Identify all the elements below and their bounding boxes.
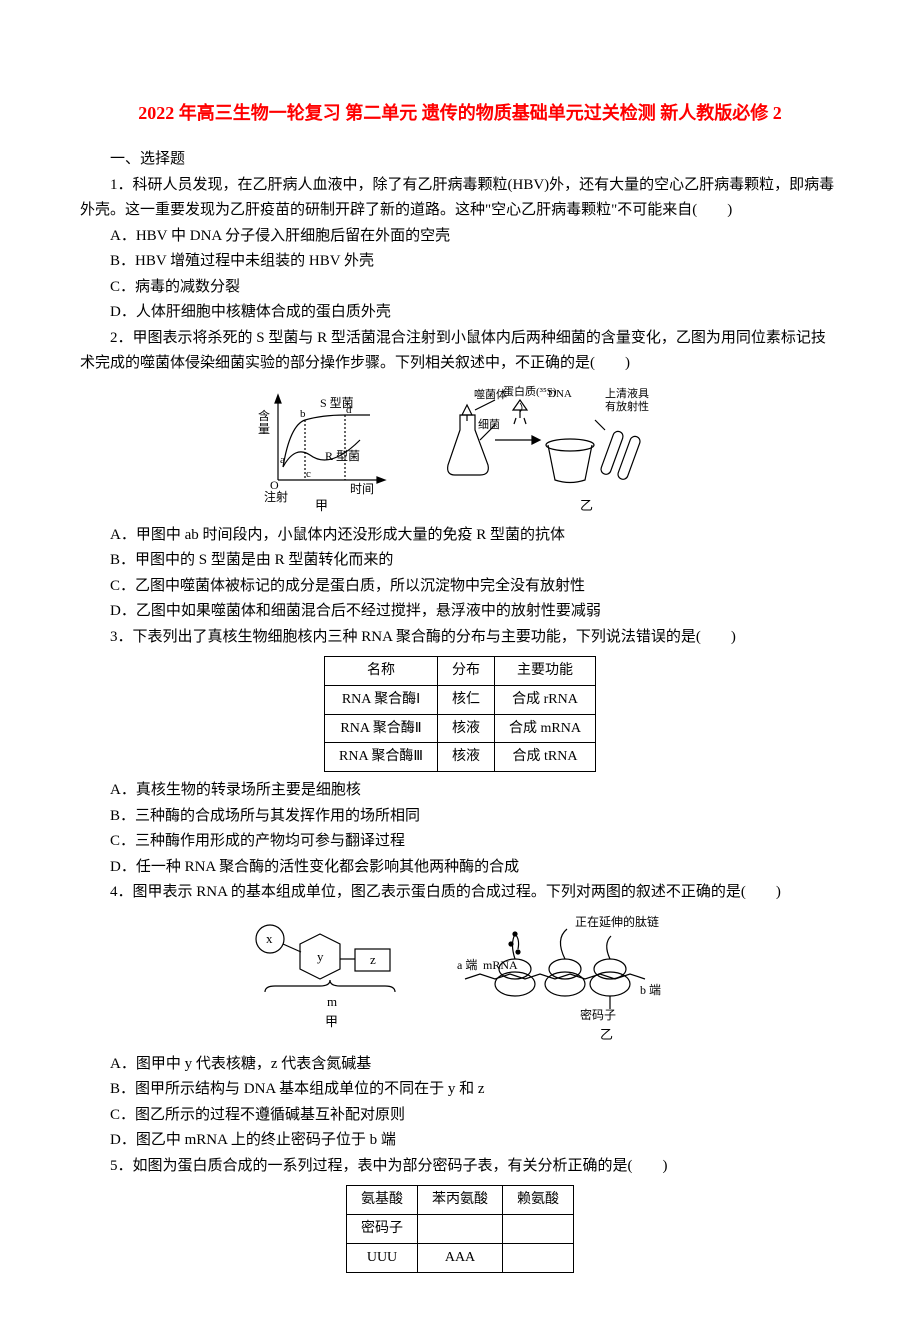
q2-option-a: A．甲图中 ab 时间段内，小鼠体内还没形成大量的免疫 R 型菌的抗体 xyxy=(80,523,840,549)
q3-table: 名称 分布 主要功能 RNA 聚合酶Ⅰ 核仁 合成 rRNA RNA 聚合酶Ⅱ … xyxy=(324,656,596,772)
table-cell: RNA 聚合酶Ⅱ xyxy=(325,714,438,743)
svg-text:乙: 乙 xyxy=(580,498,593,513)
table-cell: 合成 mRNA xyxy=(495,714,596,743)
q4-option-b: B．图甲所示结构与 DNA 基本组成单位的不同在于 y 和 z xyxy=(80,1077,840,1103)
svg-text:d: d xyxy=(346,404,352,416)
svg-text:DNA: DNA xyxy=(548,388,572,400)
svg-text:甲: 甲 xyxy=(325,1014,338,1029)
table-cell xyxy=(503,1214,574,1243)
table-cell: 核液 xyxy=(438,743,495,772)
q4-option-a: A．图甲中 y 代表核糖，z 代表含氮碱基 xyxy=(80,1052,840,1078)
q5-table: 氨基酸 苯丙氨酸 赖氨酸 密码子 UUU AAA xyxy=(346,1185,574,1272)
svg-text:密码子: 密码子 xyxy=(580,1007,616,1022)
table-cell xyxy=(418,1214,503,1243)
svg-text:上清液具有放射性: 上清液具有放射性 xyxy=(605,386,649,413)
svg-text:R 型菌: R 型菌 xyxy=(325,449,360,463)
q4-option-c: C．图乙所示的过程不遵循碱基互补配对原则 xyxy=(80,1103,840,1129)
table-cell: 合成 tRNA xyxy=(495,743,596,772)
section-heading: 一、选择题 xyxy=(80,147,840,173)
svg-text:含量: 含量 xyxy=(258,408,270,436)
q5-stem: 5．如图为蛋白质合成的一系列过程，表中为部分密码子表，有关分析正确的是( ) xyxy=(80,1154,840,1180)
svg-text:正在延伸的肽链: 正在延伸的肽链 xyxy=(575,914,659,929)
table-header: 主要功能 xyxy=(495,657,596,686)
table-cell: 核仁 xyxy=(438,685,495,714)
q4-figure-jia: x y z m 甲 xyxy=(245,914,415,1034)
q4-option-d: D．图乙中 mRNA 上的终止密码子位于 b 端 xyxy=(80,1128,840,1154)
q3-stem: 3．下表列出了真核生物细胞核内三种 RNA 聚合酶的分布与主要功能，下列说法错误… xyxy=(80,625,840,651)
q1-option-c: C．病毒的减数分裂 xyxy=(80,275,840,301)
svg-text:c: c xyxy=(306,468,311,480)
table-cell: RNA 聚合酶Ⅲ xyxy=(325,743,438,772)
table-row: 名称 分布 主要功能 xyxy=(325,657,596,686)
q4-stem: 4．图甲表示 RNA 的基本组成单位，图乙表示蛋白质的合成过程。下列对两图的叙述… xyxy=(80,880,840,906)
table-cell: 密码子 xyxy=(347,1214,418,1243)
q2-figure-yi: 噬菌体 细菌 蛋白质(³⁵S) DNA 上清液具有放射性 乙 xyxy=(440,385,670,515)
svg-text:m: m xyxy=(327,994,337,1009)
q1-option-b: B．HBV 增殖过程中未组装的 HBV 外壳 xyxy=(80,249,840,275)
svg-text:注射: 注射 xyxy=(264,489,288,504)
table-cell: RNA 聚合酶Ⅰ xyxy=(325,685,438,714)
document-title: 2022 年高三生物一轮复习 第二单元 遗传的物质基础单元过关检测 新人教版必修… xyxy=(80,100,840,127)
q1-stem: 1．科研人员发现，在乙肝病人血液中，除了有乙肝病毒颗粒(HBV)外，还有大量的空… xyxy=(80,173,840,224)
table-row: RNA 聚合酶Ⅲ 核液 合成 tRNA xyxy=(325,743,596,772)
svg-text:z: z xyxy=(370,952,376,967)
q2-figure-jia: 含量 S 型菌 R 型菌 a b c d O 注射 时间 甲 xyxy=(250,385,400,515)
svg-text:时间: 时间 xyxy=(350,482,374,496)
q2-option-d: D．乙图中如果噬菌体和细菌混合后不经过搅拌，悬浮液中的放射性要减弱 xyxy=(80,599,840,625)
svg-text:细菌: 细菌 xyxy=(478,418,500,431)
q1-option-d: D．人体肝细胞中核糖体合成的蛋白质外壳 xyxy=(80,300,840,326)
table-cell: 赖氨酸 xyxy=(503,1186,574,1215)
table-cell: AAA xyxy=(418,1243,503,1272)
table-cell xyxy=(503,1243,574,1272)
table-cell: 合成 rRNA xyxy=(495,685,596,714)
q3-option-b: B．三种酶的合成场所与其发挥作用的场所相同 xyxy=(80,804,840,830)
q2-figures: 含量 S 型菌 R 型菌 a b c d O 注射 时间 甲 xyxy=(80,385,840,515)
svg-text:a: a xyxy=(280,454,285,466)
svg-text:b: b xyxy=(300,408,306,420)
q4-figure-yi: 正在延伸的肽链 a 端 mRNA 密码子 b 端 乙 xyxy=(455,914,675,1044)
q2-option-c: C．乙图中噬菌体被标记的成分是蛋白质，所以沉淀物中完全没有放射性 xyxy=(80,574,840,600)
q3-option-d: D．任一种 RNA 聚合酶的活性变化都会影响其他两种酶的合成 xyxy=(80,855,840,881)
table-cell: UUU xyxy=(347,1243,418,1272)
svg-text:y: y xyxy=(317,949,324,964)
table-row: RNA 聚合酶Ⅰ 核仁 合成 rRNA xyxy=(325,685,596,714)
table-cell: 苯丙氨酸 xyxy=(418,1186,503,1215)
q1-option-a: A．HBV 中 DNA 分子侵入肝细胞后留在外面的空壳 xyxy=(80,224,840,250)
table-header: 名称 xyxy=(325,657,438,686)
table-header: 分布 xyxy=(438,657,495,686)
table-cell: 核液 xyxy=(438,714,495,743)
svg-text:x: x xyxy=(266,931,273,946)
table-row: 密码子 xyxy=(347,1214,574,1243)
svg-text:甲: 甲 xyxy=(315,498,328,513)
table-row: 氨基酸 苯丙氨酸 赖氨酸 xyxy=(347,1186,574,1215)
q3-option-c: C．三种酶作用形成的产物均可参与翻译过程 xyxy=(80,829,840,855)
svg-text:a 端: a 端 xyxy=(457,958,477,972)
svg-text:mRNA: mRNA xyxy=(483,958,518,972)
svg-text:b 端: b 端 xyxy=(640,983,661,997)
svg-text:乙: 乙 xyxy=(600,1027,613,1042)
table-row: RNA 聚合酶Ⅱ 核液 合成 mRNA xyxy=(325,714,596,743)
table-row: UUU AAA xyxy=(347,1243,574,1272)
q2-option-b: B．甲图中的 S 型菌是由 R 型菌转化而来的 xyxy=(80,548,840,574)
q3-option-a: A．真核生物的转录场所主要是细胞核 xyxy=(80,778,840,804)
q4-figures: x y z m 甲 正在延伸的肽链 xyxy=(80,914,840,1044)
table-cell: 氨基酸 xyxy=(347,1186,418,1215)
q2-stem: 2．甲图表示将杀死的 S 型菌与 R 型活菌混合注射到小鼠体内后两种细菌的含量变… xyxy=(80,326,840,377)
